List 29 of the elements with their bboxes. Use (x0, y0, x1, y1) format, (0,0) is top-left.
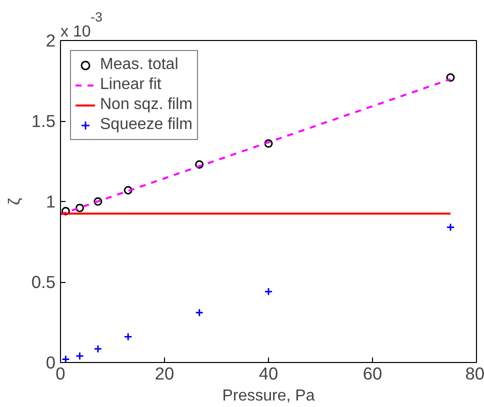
x-tick-label: 20 (154, 364, 174, 384)
x-tick-label: 40 (258, 364, 278, 384)
legend-label: Squeeze film (100, 116, 192, 134)
point (446, 73, 455, 82)
point (75, 352, 84, 360)
point (61, 206, 70, 216)
legend-label: Non sqz. film (100, 96, 192, 114)
legend-label: Meas. total (100, 56, 178, 74)
y-tick-label: 0.5 (31, 272, 56, 292)
legend-label: Linear fit (100, 76, 162, 94)
annotation: x 10-3 (60, 10, 102, 40)
point (124, 186, 132, 194)
point (195, 160, 204, 169)
point (264, 287, 273, 296)
x-tick-label: 60 (362, 364, 382, 384)
y-tick-label: 1.5 (31, 111, 56, 131)
point (195, 308, 204, 317)
point (94, 197, 102, 206)
point (264, 139, 273, 148)
y-tick-label: 1 (46, 192, 56, 212)
point (75, 204, 84, 212)
x-axis-title: Pressure, Pa (222, 388, 315, 404)
point (446, 223, 455, 232)
x-tick-label: 80 (465, 364, 484, 384)
y-axis-title: ζ (6, 198, 24, 206)
y-tick-label: 2 (46, 30, 56, 50)
point (61, 355, 70, 362)
point (124, 332, 132, 341)
point (94, 344, 102, 354)
